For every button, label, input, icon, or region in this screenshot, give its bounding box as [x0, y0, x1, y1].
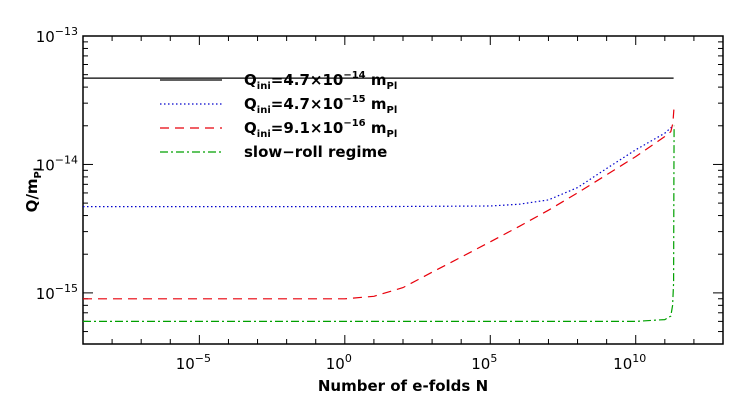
y-axis-title-sub: Pl	[33, 168, 44, 179]
y-tick-label: 10−13	[36, 25, 78, 46]
y-tick-label-base: 10	[36, 156, 55, 174]
y-tick-label-base: 10	[36, 28, 55, 46]
y-tick-label: 10−14	[36, 153, 78, 174]
legend-label-1: Qini=4.7×10−14 mPl	[244, 70, 397, 92]
legend-label-part: slow−roll regime	[244, 143, 387, 161]
y-tick-label-exp: −14	[55, 153, 78, 166]
series-line-3	[83, 108, 675, 300]
x-tick-label-base: 10	[176, 355, 195, 373]
series-lines	[83, 77, 675, 322]
legend-label-part: Q	[244, 95, 257, 113]
legend-label-part: =4.7×10	[271, 95, 344, 113]
x-tick-label-base: 10	[326, 355, 345, 373]
y-tick-label: 10−15	[36, 282, 78, 303]
legend-label-part: ini	[257, 129, 271, 140]
legend-label-4: slow−roll regime	[244, 143, 387, 161]
x-tick-labels: 10−5 100 105 1010	[176, 352, 647, 373]
x-tick-label-exp: 5	[490, 352, 497, 365]
x-tick-label: 1010	[613, 352, 646, 373]
y-tick-label-base: 10	[36, 285, 55, 303]
legend-label-part: Pl	[387, 81, 398, 92]
tick-marks	[82, 35, 724, 345]
x-tick-label: 100	[326, 352, 352, 373]
plot-frame	[82, 35, 724, 345]
legend-label-2: Qini=4.7×10−15 mPl	[244, 94, 397, 116]
legend-label-part: −16	[343, 118, 365, 129]
legend-label-part: Pl	[387, 105, 398, 116]
y-axis-title: Q/mPl	[23, 168, 44, 213]
x-tick-label: 10−5	[176, 352, 211, 373]
y-tick-label-exp: −13	[55, 25, 78, 38]
series-line-2	[83, 126, 672, 208]
legend-label-part: Q	[244, 71, 257, 89]
legend-label-part: =4.7×10	[271, 71, 344, 89]
legend-label-part: m	[366, 71, 387, 89]
x-tick-label: 105	[471, 352, 497, 373]
y-tick-label-exp: −15	[55, 282, 78, 295]
legend-label-part: −14	[343, 70, 365, 81]
x-tick-label-exp: 0	[345, 352, 352, 365]
legend-label-part: m	[366, 119, 387, 137]
legend-label-part: ini	[257, 81, 271, 92]
legend-label-part: Q	[244, 119, 257, 137]
legend-label-part: −15	[343, 94, 365, 105]
x-tick-label-exp: 10	[632, 352, 646, 365]
x-tick-label-exp: −5	[195, 352, 211, 365]
legend-label-3: Qini=9.1×10−16 mPl	[244, 118, 397, 140]
series-line-4	[83, 125, 675, 322]
x-tick-label-base: 10	[471, 355, 490, 373]
legend-label-part: Pl	[387, 129, 398, 140]
legend-label-part: m	[366, 95, 387, 113]
legend-label-part: ini	[257, 105, 271, 116]
x-axis-title: Number of e-folds N	[318, 377, 488, 395]
legend-label-part: =9.1×10	[271, 119, 344, 137]
x-tick-label-base: 10	[613, 355, 632, 373]
y-axis-title-main: Q/m	[23, 178, 41, 212]
